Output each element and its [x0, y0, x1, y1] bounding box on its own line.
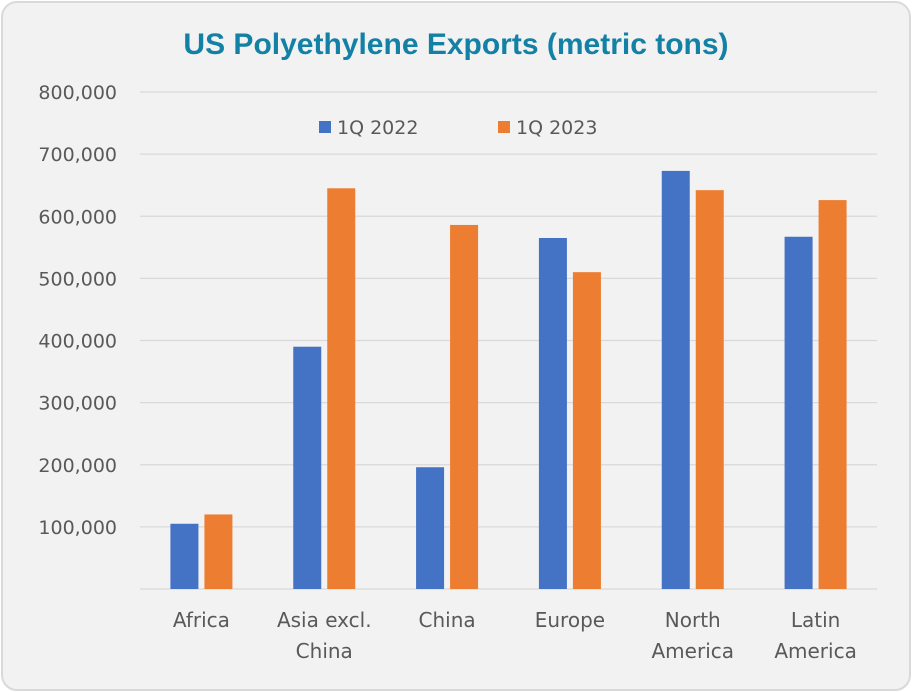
x-category-label: North [665, 608, 721, 632]
legend: 1Q 2022 1Q 2023 [319, 117, 597, 139]
bar [416, 467, 445, 589]
x-category-label: China [419, 608, 476, 632]
bar [450, 224, 479, 589]
y-tick-label: 400,000 [38, 331, 117, 353]
y-tick-label: 700,000 [38, 144, 117, 166]
x-axis-labels: Africa Asia excl. China China Europe North Ame… [173, 608, 857, 663]
bar [572, 272, 601, 589]
y-tick-label: 200,000 [38, 455, 117, 477]
gridlines [140, 91, 877, 590]
bar [293, 346, 322, 589]
bar [538, 237, 567, 589]
bar [204, 514, 233, 589]
chart-title: US Polyethylene Exports (metric tons) [183, 28, 729, 61]
x-category-label: Africa [173, 608, 230, 632]
y-axis-ticks: 100,000 200,000 300,000 400,000 500,000 600,0… [38, 82, 117, 539]
bar [695, 190, 724, 589]
bars [170, 170, 847, 589]
y-tick-label: 300,000 [38, 393, 117, 415]
x-category-label: America [774, 639, 857, 663]
x-category-label: Europe [535, 608, 605, 632]
y-tick-label: 500,000 [38, 268, 117, 290]
legend-swatch [319, 121, 331, 133]
legend-label: 1Q 2023 [516, 117, 597, 139]
x-category-label: Latin [791, 608, 840, 632]
x-category-label: Asia excl. [277, 608, 372, 632]
legend-swatch [498, 121, 510, 133]
bar [170, 523, 199, 589]
y-tick-label: 600,000 [38, 206, 117, 228]
bar [818, 200, 847, 589]
bar [784, 236, 813, 589]
y-tick-label: 800,000 [38, 82, 117, 104]
x-category-label: China [296, 639, 353, 663]
bar [661, 170, 690, 589]
bar [327, 188, 356, 589]
x-category-label: America [652, 639, 735, 663]
legend-label: 1Q 2022 [337, 117, 418, 139]
y-tick-label: 100,000 [38, 517, 117, 539]
